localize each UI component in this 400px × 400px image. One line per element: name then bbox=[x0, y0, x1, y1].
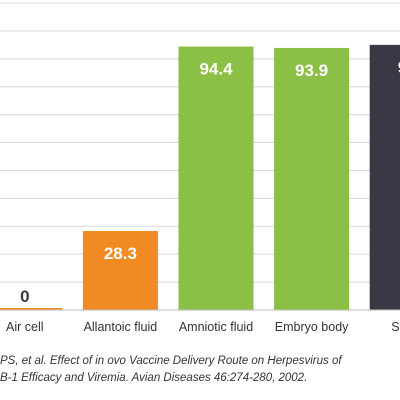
category-label: SQ at bbox=[391, 320, 400, 334]
category-label: Amniotic fluid bbox=[179, 320, 253, 334]
bar-amniotic-fluid bbox=[178, 46, 254, 311]
value-label: 94.4 bbox=[199, 60, 233, 79]
category-label: Allantoic fluid bbox=[84, 320, 158, 334]
citation-line-2: B-1 Efficacy and Viremia. Avian Diseases… bbox=[0, 372, 308, 384]
value-label: 28.3 bbox=[104, 244, 137, 263]
bar-air-cell bbox=[0, 308, 63, 310]
category-label: Air cell bbox=[6, 320, 44, 334]
category-labels: Air cell Allantoic fluid Amniotic fluid Emb… bbox=[6, 320, 400, 334]
value-label: 0 bbox=[20, 287, 29, 306]
value-label: 93.9 bbox=[295, 61, 328, 80]
value-labels: 0 28.3 94.4 93.9 95 bbox=[20, 58, 400, 306]
category-label: Embryo body bbox=[275, 320, 349, 334]
bars bbox=[0, 44, 400, 311]
bar-sq-at bbox=[369, 44, 400, 310]
bar-allantoic-fluid bbox=[82, 231, 158, 310]
bar-embryo-body bbox=[274, 47, 350, 311]
value-label: 95 bbox=[398, 58, 400, 77]
source-citation: PS, et al. Effect of in ovo Vaccine Deli… bbox=[0, 353, 400, 387]
citation-line-1: PS, et al. Effect of in ovo Vaccine Deli… bbox=[0, 355, 342, 367]
